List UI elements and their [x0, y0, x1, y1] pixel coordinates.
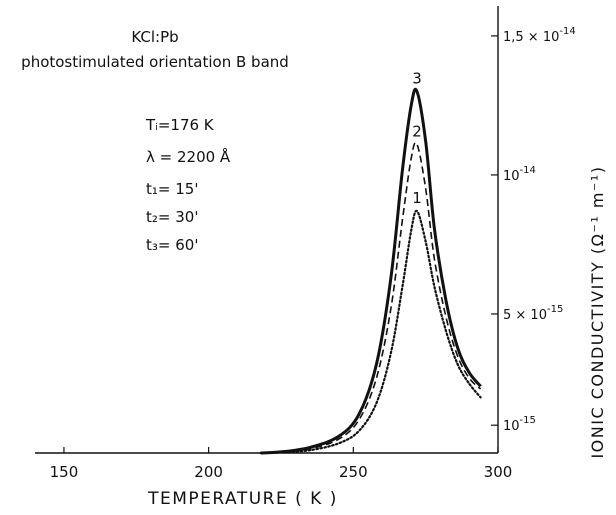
y-tick-label: 10-14 [503, 165, 536, 184]
series-label-3: 3 [412, 70, 422, 88]
param-t2: t₂= 30' [146, 208, 198, 226]
series-line-3 [260, 87, 482, 455]
param-lambda: λ = 2200 Å [146, 147, 231, 166]
series-label-2: 2 [412, 122, 422, 140]
series-line-2 [260, 141, 482, 454]
y-tick-label: 1,5 × 10-14 [503, 26, 576, 45]
param-t1: t₁= 15' [146, 180, 198, 198]
x-tick-label: 150 [50, 463, 79, 481]
chart-title: KCl:Pb [131, 28, 178, 46]
series-label-1: 1 [412, 189, 422, 207]
series-line-1 [259, 209, 482, 455]
x-tick-label: 250 [339, 463, 368, 481]
param-t3: t₃= 60' [146, 236, 198, 254]
param-ti: Tᵢ=176 K [145, 116, 215, 134]
y-tick-label: 5 × 10-15 [503, 304, 563, 323]
y-axis-label: IONIC CONDUCTIVITY (Ω⁻¹ m⁻¹) [588, 165, 607, 458]
x-tick-label: 200 [194, 463, 223, 481]
x-tick-label: 300 [484, 463, 513, 481]
chart-subtitle: photostimulated orientation B band [21, 53, 289, 71]
x-axis-label: TEMPERATURE ( K ) [147, 489, 338, 509]
y-tick-label: 10-15 [503, 415, 536, 434]
